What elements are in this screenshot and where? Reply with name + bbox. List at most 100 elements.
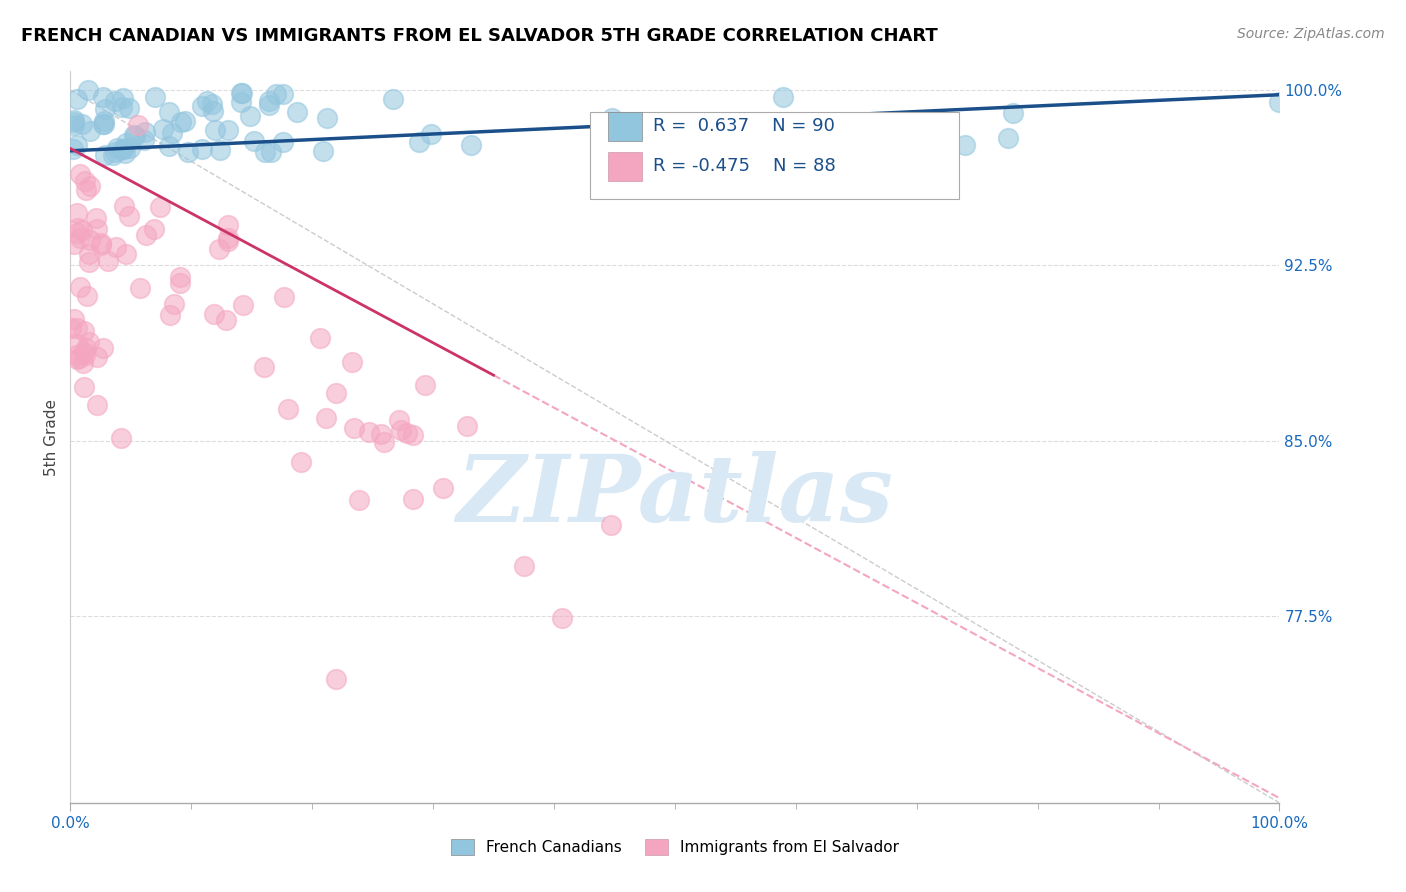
Point: [66, 351, 89, 366]
Text: Source: ZipAtlas.com: Source: ZipAtlas.com: [1237, 27, 1385, 41]
Point: [285, 105, 308, 120]
Point: [229, 87, 252, 101]
Point: [69, 167, 91, 181]
Point: [420, 127, 443, 141]
Point: [315, 411, 337, 425]
Point: [215, 312, 238, 326]
Point: [93, 114, 115, 128]
Text: FRENCH CANADIAN VS IMMIGRANTS FROM EL SALVADOR 5TH GRADE CORRELATION CHART: FRENCH CANADIAN VS IMMIGRANTS FROM EL SA…: [21, 27, 938, 45]
Point: [134, 125, 156, 139]
Point: [381, 92, 404, 106]
Point: [191, 98, 214, 112]
Point: [114, 145, 136, 160]
Point: [152, 122, 174, 136]
Point: [290, 455, 312, 469]
Point: [277, 401, 299, 416]
Point: [997, 130, 1019, 145]
Point: [217, 218, 239, 232]
Point: [66, 348, 89, 362]
Point: [142, 222, 165, 236]
Point: [413, 378, 436, 392]
Point: [432, 481, 454, 495]
Point: [70, 223, 93, 237]
FancyBboxPatch shape: [609, 152, 643, 181]
Point: [402, 492, 425, 507]
Point: [209, 143, 232, 157]
Point: [79, 124, 101, 138]
Point: [259, 95, 281, 109]
Point: [75, 341, 97, 355]
Point: [122, 128, 145, 142]
Point: [264, 87, 287, 102]
Point: [65, 337, 87, 351]
Point: [90, 238, 112, 252]
Point: [253, 145, 276, 160]
Point: [91, 90, 114, 104]
Point: [69, 231, 91, 245]
Point: [1002, 106, 1025, 120]
Point: [309, 330, 332, 344]
Point: [66, 226, 89, 240]
Point: [512, 558, 534, 573]
Point: [600, 517, 623, 532]
Point: [86, 351, 108, 365]
Point: [93, 117, 115, 131]
Point: [77, 334, 100, 349]
Point: [801, 135, 824, 149]
Point: [325, 672, 347, 686]
Point: [395, 426, 418, 441]
Point: [243, 135, 266, 149]
Point: [163, 297, 186, 311]
Point: [134, 133, 156, 147]
Point: [107, 141, 129, 155]
Point: [1268, 95, 1291, 109]
Point: [217, 123, 239, 137]
Point: [84, 211, 107, 226]
Point: [259, 145, 281, 160]
Point: [929, 120, 952, 135]
Point: [160, 126, 183, 140]
Point: [953, 137, 976, 152]
Point: [208, 242, 231, 256]
Point: [801, 122, 824, 136]
Point: [614, 135, 637, 149]
Point: [135, 227, 157, 242]
Point: [370, 427, 392, 442]
Point: [67, 221, 90, 235]
Point: [257, 97, 280, 112]
Point: [120, 141, 142, 155]
Point: [127, 119, 149, 133]
Point: [90, 235, 112, 250]
Point: [173, 114, 195, 128]
Point: [73, 173, 96, 187]
Point: [159, 138, 181, 153]
Point: [217, 231, 239, 245]
Text: ZIPatlas: ZIPatlas: [457, 450, 893, 541]
Point: [456, 419, 478, 434]
Point: [347, 493, 370, 508]
Point: [59, 321, 82, 335]
Point: [94, 148, 117, 162]
Point: [115, 136, 138, 150]
Point: [101, 148, 124, 162]
Point: [91, 342, 114, 356]
Point: [204, 123, 226, 137]
Point: [312, 144, 335, 158]
Point: [359, 425, 381, 439]
Text: R =  0.637    N = 90: R = 0.637 N = 90: [654, 117, 835, 136]
Point: [63, 118, 86, 132]
Point: [884, 124, 907, 138]
Y-axis label: 5th Grade: 5th Grade: [44, 399, 59, 475]
Point: [77, 83, 100, 97]
Point: [343, 420, 366, 434]
Point: [63, 115, 86, 129]
Point: [202, 307, 225, 321]
Point: [273, 87, 295, 101]
Point: [66, 137, 89, 152]
Point: [76, 289, 98, 303]
Point: [66, 206, 89, 220]
Point: [72, 117, 94, 131]
Point: [104, 145, 127, 160]
Point: [402, 427, 425, 442]
Point: [111, 142, 134, 156]
